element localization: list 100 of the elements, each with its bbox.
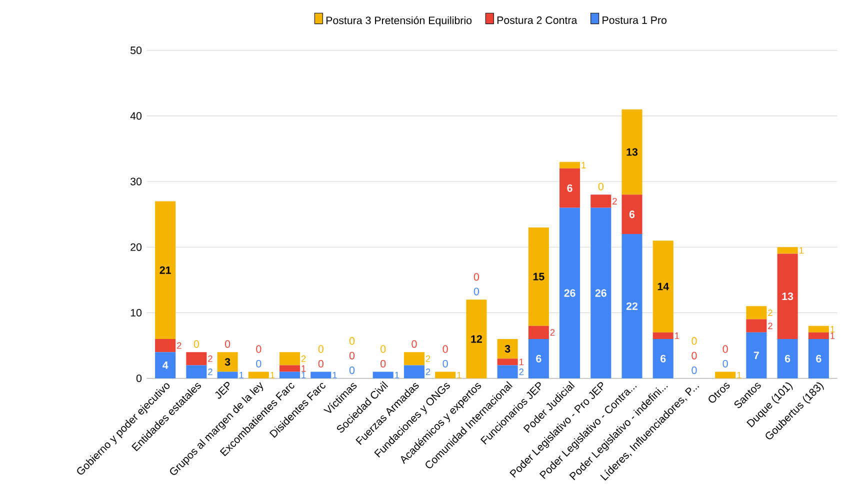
bar: [466, 300, 487, 378]
y-tick-label: 10: [130, 308, 142, 317]
data-label: 0: [380, 360, 386, 368]
data-label: 0: [474, 273, 479, 281]
data-label: 1: [395, 372, 400, 378]
data-label: 0: [722, 360, 728, 368]
data-label: 1: [582, 162, 586, 168]
y-tick-label: 50: [130, 46, 142, 54]
data-label: 2: [426, 368, 430, 376]
data-label: 1: [302, 365, 306, 372]
bar: [808, 338, 829, 378]
data-label: 0: [412, 340, 417, 348]
data-label: 26: [564, 289, 576, 297]
bar: [560, 208, 580, 378]
data-label: 13: [626, 148, 638, 156]
bar: [808, 326, 829, 332]
data-label: 6: [536, 354, 542, 362]
data-label: 0: [722, 345, 728, 353]
data-label: 21: [160, 266, 171, 274]
data-label: 0: [442, 345, 448, 353]
data-label: 1: [302, 372, 306, 378]
legend-label: Postura 3 Pretensión Equilibrio: [326, 16, 472, 26]
data-label: 1: [799, 247, 804, 254]
data-label: 1: [675, 332, 680, 339]
data-label: 1: [332, 372, 337, 378]
bar: [435, 372, 456, 378]
bar: [280, 365, 300, 372]
data-label: 2: [768, 309, 772, 316]
bar: [528, 227, 549, 326]
bar: [777, 338, 798, 378]
data-label: 2: [208, 355, 212, 362]
y-tick-label: 20: [130, 243, 142, 251]
bar: [622, 234, 642, 378]
data-label: 15: [533, 272, 544, 280]
bar: [155, 352, 176, 378]
bar: [652, 240, 674, 332]
data-label: 12: [471, 335, 482, 343]
data-label: 22: [626, 302, 638, 310]
data-label: 0: [474, 288, 479, 296]
data-label: 4: [162, 362, 168, 369]
data-label: 0: [225, 340, 230, 348]
bar: [217, 352, 238, 372]
data-label: 1: [830, 332, 835, 339]
data-label: 0: [598, 182, 604, 190]
bar: [652, 338, 674, 378]
data-label: 2: [426, 355, 430, 362]
data-label: 0: [349, 337, 355, 345]
data-label: 0: [318, 360, 324, 368]
data-label: 6: [660, 354, 666, 362]
data-label: 6: [629, 210, 635, 218]
bar: [746, 319, 767, 332]
data-label: 6: [816, 354, 822, 362]
bar: [622, 109, 642, 195]
y-tick-label: 40: [130, 112, 142, 120]
bar: [155, 338, 176, 352]
data-label: 0: [442, 360, 448, 368]
data-label: 0: [692, 352, 697, 360]
bar: [497, 338, 518, 359]
y-tick-label: 0: [136, 374, 142, 382]
bar: [248, 372, 269, 378]
data-label: 0: [256, 360, 262, 368]
bar: [528, 326, 549, 339]
data-label: 14: [658, 282, 669, 290]
data-label: 2: [612, 198, 617, 204]
data-label: 0: [349, 366, 355, 374]
bar: [280, 372, 300, 378]
bar: [280, 352, 300, 366]
bar: [404, 365, 424, 378]
bar: [746, 332, 767, 378]
data-label: 1: [270, 372, 275, 378]
data-label: 0: [349, 352, 355, 360]
data-label: 2: [768, 322, 772, 330]
bar: [622, 194, 642, 234]
bar: [528, 338, 549, 378]
data-label: 1: [519, 358, 524, 366]
data-label: 13: [782, 292, 794, 300]
bar: [497, 365, 518, 378]
bar: [310, 372, 332, 378]
bar: [652, 332, 674, 339]
bar: [404, 352, 424, 366]
x-tick-label: JEP: [215, 382, 230, 399]
bar: [560, 162, 580, 168]
data-label: 0: [380, 345, 386, 353]
data-label: 0: [256, 345, 262, 353]
data-label: 6: [784, 354, 790, 362]
legend-label: Postura 1 Pro: [602, 16, 666, 24]
bar: [155, 201, 176, 339]
data-label: 1: [830, 326, 835, 332]
data-label: 2: [176, 342, 182, 349]
bar: [497, 358, 518, 366]
bar: [186, 352, 207, 366]
data-label: 2: [550, 329, 555, 336]
data-label: 3: [224, 358, 230, 366]
bar: [217, 372, 238, 378]
data-label: 0: [692, 366, 697, 374]
bar: [590, 208, 612, 378]
data-label: 26: [595, 289, 606, 297]
bar: [808, 332, 829, 339]
y-tick-label: 30: [130, 178, 142, 186]
bar: [590, 194, 612, 208]
